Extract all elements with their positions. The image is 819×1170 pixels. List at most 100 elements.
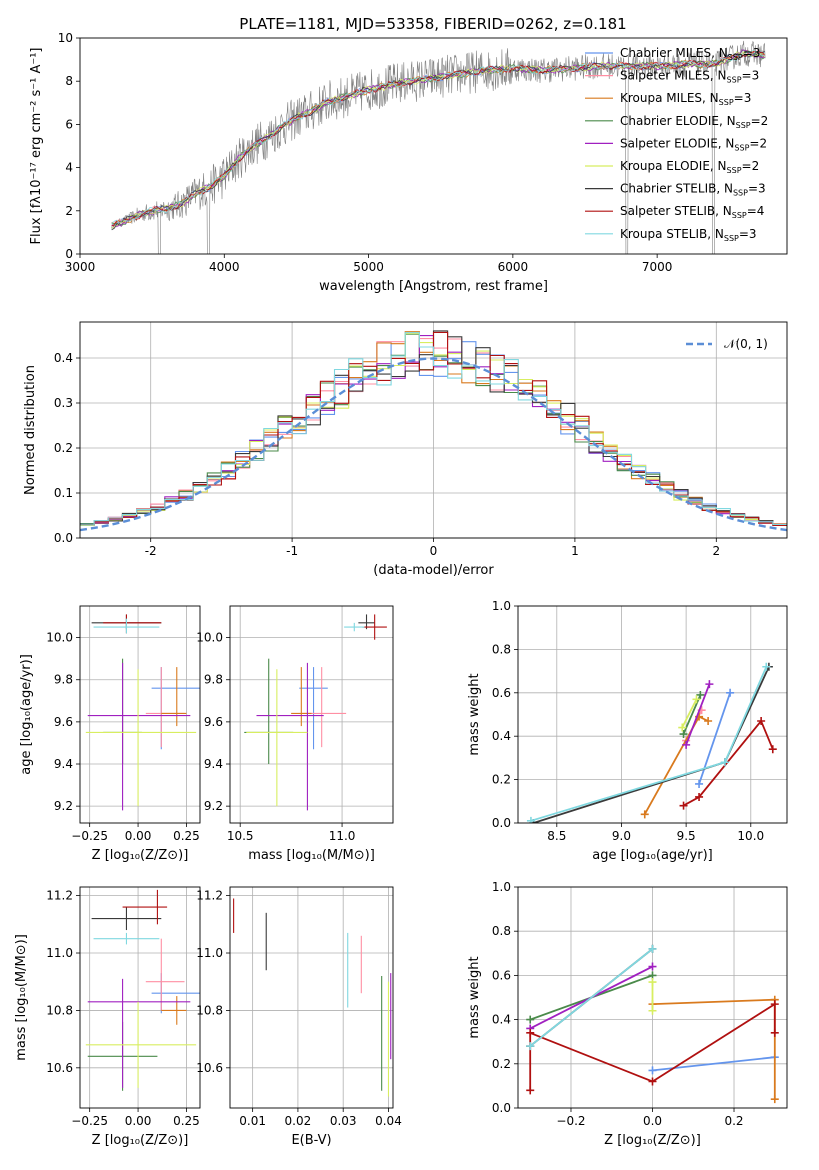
y-tick-label: 10.6 — [196, 1061, 223, 1075]
x-axis-label: (data-model)/error — [373, 563, 494, 578]
y-tick-label: 0.0 — [54, 531, 73, 545]
normal-distribution-curve — [80, 357, 787, 532]
y-tick-label: 9.2 — [204, 799, 223, 813]
weight-line-chabrier_miles — [698, 692, 731, 785]
y-axis-label: Normed distribution — [23, 365, 38, 495]
x-axis-label: wavelength [Angstrom, rest frame] — [319, 279, 548, 294]
weight-marker-salpeter_stelib — [648, 1077, 657, 1086]
legend-label-chabrier_miles: Chabrier MILES, NSSP=3 — [620, 46, 760, 62]
y-tick-label: 10 — [58, 31, 73, 45]
axes-frame — [79, 321, 788, 539]
spectrum-data — [111, 40, 766, 254]
x-tick-label: -1 — [286, 544, 298, 558]
x-tick-label: 0.25 — [173, 1114, 200, 1128]
weight-line-salpeter_stelib — [683, 719, 774, 807]
weight-marker-kroupa_stelib — [526, 1042, 535, 1051]
x-tick-label: 0.01 — [239, 1114, 266, 1128]
x-tick-label: 0.2 — [724, 1114, 743, 1128]
x-tick-label: 0.25 — [173, 829, 200, 843]
weight-line-salpeter_elodie — [685, 683, 711, 746]
weight-marker-chabrier_miles — [695, 779, 704, 788]
y-axis-label: mass weight — [467, 956, 482, 1038]
y-tick-label: 9.2 — [54, 799, 73, 813]
weight-marker-salpeter_stelib — [526, 1086, 535, 1095]
weight-marker-salpeter_stelib — [526, 1028, 535, 1037]
y-tick-label: 0.2 — [54, 441, 73, 455]
x-tick-label: 1 — [571, 544, 579, 558]
x-axis-label: E(B-V) — [291, 1133, 331, 1148]
y-tick-label: 9.4 — [204, 757, 223, 771]
spectrum-legend: Chabrier MILES, NSSP=3 Salpeter MILES, NS… — [585, 46, 768, 243]
weight-marker-chabrier_elodie — [526, 1015, 535, 1024]
y-tick-label: 0.2 — [492, 1057, 511, 1071]
axes-frame — [229, 605, 394, 824]
weight-marker-kroupa_stelib — [526, 816, 535, 823]
x-tick-label: 10.0 — [737, 829, 764, 843]
mass_vs_ebv-axes: 0.01 0.02 0.03 0.04 10.6 10.8 11.0 11.2 E(B-V) — [196, 887, 402, 1148]
x-tick-label: 0.00 — [125, 1114, 152, 1128]
weight_vs_age-lines — [526, 662, 777, 823]
x-axis-label: Z [log₁₀(Z/Z⊙)] — [92, 848, 189, 863]
x-axis-label: Z [log₁₀(Z/Z⊙)] — [604, 1133, 701, 1148]
y-tick-label: 0 — [65, 247, 73, 261]
weight-marker-chabrier_miles — [726, 688, 735, 697]
legend-label-salpeter_miles: Salpeter MILES, NSSP=3 — [620, 69, 759, 85]
weight-marker-salpeter_stelib — [768, 745, 777, 754]
y-tick-label: 0.3 — [54, 396, 73, 410]
age_vs_mass-axes: 10.5 11.0 9.2 9.4 9.6 9.8 10.0 mass [log₁₀(M/M⊙… — [196, 606, 393, 863]
x-axis-label: Z [log₁₀(Z/Z⊙)] — [92, 1133, 189, 1148]
x-tick-label: 4000 — [209, 260, 240, 274]
axes-frame — [79, 605, 201, 824]
figure-title: PLATE=1181, MJD=53358, FIBERID=0262, z=0… — [239, 15, 626, 33]
y-tick-label: 11.0 — [46, 946, 73, 960]
weight_vs_Z-lines — [526, 944, 779, 1104]
x-tick-label: 8.5 — [547, 829, 566, 843]
weight-marker-salpeter_stelib — [757, 717, 766, 726]
x-tick-label: 11.0 — [329, 829, 356, 843]
axes-frame — [517, 886, 788, 1109]
y-tick-label: 0.0 — [492, 816, 511, 830]
y-tick-label: 0.1 — [54, 486, 73, 500]
residuals-axes: -2 -1 0 1 2 0.0 0.1 0.2 0.3 0.4 (data-model)/error… — [23, 322, 787, 578]
y-tick-label: 10.8 — [46, 1003, 73, 1017]
y-tick-label: 1.0 — [492, 599, 511, 613]
x-tick-label: −0.25 — [71, 829, 108, 843]
weight-line-kroupa_elodie — [681, 698, 698, 728]
legend-label-salpeter_stelib: Salpeter STELIB, NSSP=4 — [620, 204, 764, 220]
axes-frame — [517, 605, 788, 824]
x-tick-label: 0.03 — [330, 1114, 357, 1128]
model-spectrum-kroupa_stelib — [111, 50, 765, 225]
weight-line-chabrier_stelib — [533, 666, 770, 823]
weight-marker-kroupa_stelib — [762, 662, 771, 671]
weight-marker-kroupa_miles — [770, 1095, 779, 1104]
residual-legend: 𝒩(0, 1) — [686, 337, 768, 351]
weight-marker-kroupa_elodie — [678, 723, 687, 732]
legend-label-salpeter_elodie: Salpeter ELODIE, NSSP=2 — [620, 136, 767, 152]
y-tick-label: 10.0 — [46, 631, 73, 645]
mass_vs_Z-axes: −0.25 0.00 0.25 10.6 10.8 11.0 11.2 Z [log₁₀(Z/… — [14, 887, 200, 1148]
y-axis-label: mass [log₁₀(M/M⊙)] — [14, 934, 29, 1061]
legend-label-kroupa_elodie: Kroupa ELODIE, NSSP=2 — [620, 159, 759, 175]
legend-label-chabrier_stelib: Chabrier STELIB, NSSP=3 — [620, 182, 766, 198]
weight-marker-salpeter_elodie — [648, 962, 657, 971]
y-tick-label: 0.4 — [492, 1013, 511, 1027]
x-tick-label: 10.5 — [227, 829, 254, 843]
x-tick-label: -2 — [145, 544, 157, 558]
y-tick-label: 1.0 — [492, 880, 511, 894]
weight-line-chabrier_elodie — [682, 694, 702, 735]
x-tick-label: 3000 — [65, 260, 96, 274]
weight-marker-chabrier_elodie — [679, 730, 688, 739]
y-axis-label: mass weight — [467, 673, 482, 755]
x-tick-label: 5000 — [353, 260, 384, 274]
weight_vs_age-axes: 8.5 9.0 9.5 10.0 0.0 0.2 0.4 0.6 0.8 1.0 age [log₁… — [467, 599, 787, 863]
y-tick-label: 0.6 — [492, 686, 511, 700]
weight-marker-kroupa_miles — [640, 810, 649, 819]
x-tick-label: −0.2 — [556, 1114, 585, 1128]
weight-marker-kroupa_stelib — [720, 758, 729, 767]
y-tick-label: 0.4 — [54, 351, 73, 365]
weight-marker-kroupa_elodie — [692, 695, 701, 704]
y-tick-label: 11.2 — [196, 889, 223, 903]
y-tick-label: 0.8 — [492, 924, 511, 938]
weight-marker-salpeter_stelib — [770, 1028, 779, 1037]
